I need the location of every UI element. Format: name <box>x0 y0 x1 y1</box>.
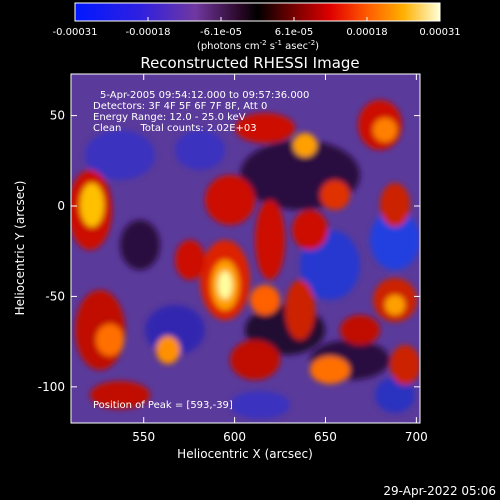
plot-title: Reconstructed RHESSI Image <box>140 54 359 72</box>
x-tick-label: 600 <box>223 430 246 444</box>
info-line-counts: Clean Total counts: 2.02E+03 <box>93 123 257 134</box>
colorbar-tick-label: -6.1e-05 <box>200 27 242 38</box>
peak-position: Position of Peak = [593,-39] <box>93 400 233 411</box>
colorbar-tick-label: -0.00018 <box>126 27 171 38</box>
info-line-time: 5-Apr-2005 09:54:12.000 to 09:57:36.000 <box>100 90 309 101</box>
y-tick-label: -50 <box>45 289 65 303</box>
y-tick-label: 50 <box>50 109 65 123</box>
y-axis-ticks: 50 0 -50 -100 <box>38 109 420 394</box>
colorbar-tick-label: 6.1e-05 <box>275 27 313 38</box>
x-tick-label: 550 <box>132 430 155 444</box>
rhessi-image <box>71 74 420 423</box>
info-line-energy: Energy Range: 12.0 - 25.0 keV <box>93 112 246 123</box>
info-line-detectors: Detectors: 3F 4F 5F 6F 7F 8F, Att 0 <box>93 101 267 112</box>
colorbar-tick-label: 0.00018 <box>346 27 387 38</box>
x-tick-label: 650 <box>314 430 337 444</box>
colorbar-units-label: (photons cm-2 s-1 asec-2) <box>197 39 319 52</box>
colorbar-tick-label: -0.00031 <box>53 27 98 38</box>
colorbar-tick-label: 0.00031 <box>419 27 460 38</box>
y-axis-label: Heliocentric Y (arcsec) <box>13 181 27 316</box>
plot-axes: 550 600 650 700 50 0 -50 -100 <box>38 73 428 444</box>
colorbar-gradient <box>74 2 441 22</box>
colorbar-ticks: -0.00031 -0.00018 -6.1e-05 6.1e-05 0.00018 0.… <box>53 17 461 38</box>
y-tick-label: 0 <box>57 199 65 213</box>
x-axis-label: Heliocentric X (arcsec) <box>177 447 313 461</box>
colorbar: -0.00031 -0.00018 -6.1e-05 6.1e-05 0.00018 0.… <box>53 2 461 52</box>
x-axis-ticks: 550 600 650 700 <box>132 74 428 444</box>
timestamp: 29-Apr-2022 05:06 <box>383 484 496 498</box>
y-tick-label: -100 <box>38 380 65 394</box>
x-tick-label: 700 <box>405 430 428 444</box>
info-text: 5-Apr-2005 09:54:12.000 to 09:57:36.000 … <box>93 90 309 411</box>
